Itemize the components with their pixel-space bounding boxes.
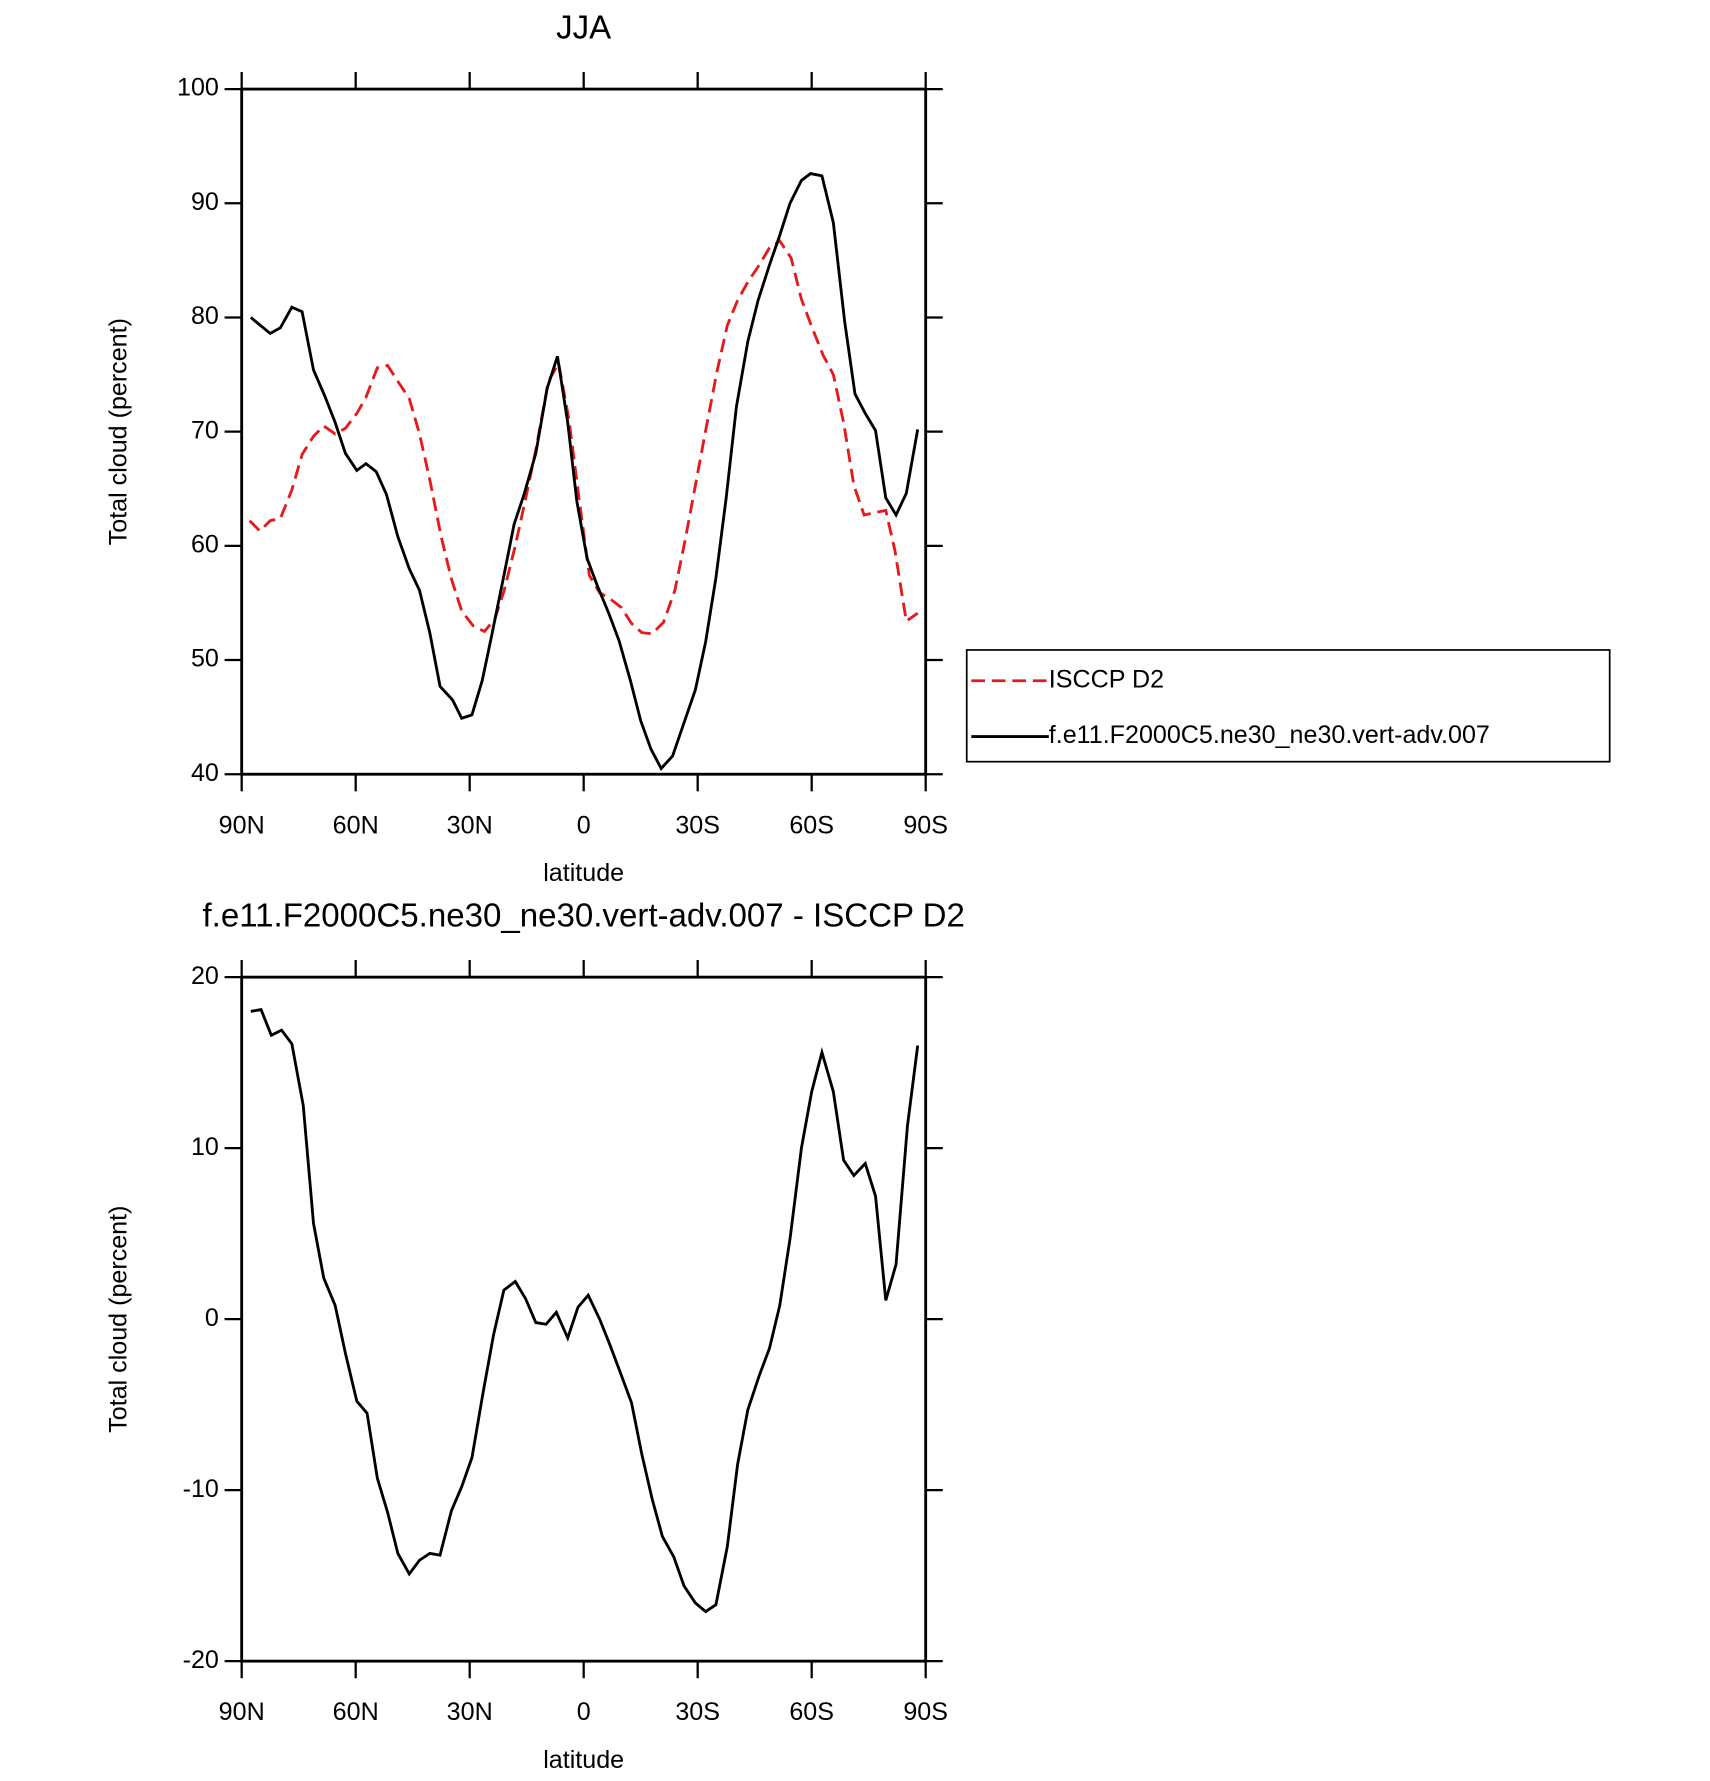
x-tick-label: 0 [577,811,591,839]
y-axis-label: Total cloud (percent) [104,1206,132,1433]
y-tick-label: 20 [191,962,219,990]
x-axis-label: latitude [543,1746,624,1774]
x-tick-label: 90S [903,1698,948,1726]
y-tick-label: -20 [183,1646,219,1674]
x-tick-label: 30N [447,1698,493,1726]
data-line [250,1008,920,1614]
x-tick-label: 90N [219,811,265,839]
y-tick-label: 90 [191,188,219,216]
y-tick-label: -10 [183,1475,219,1503]
legend-label: ISCCP D2 [1049,665,1164,693]
x-tick-label: 60S [789,811,834,839]
y-tick-label: 70 [191,416,219,444]
y-tick-label: 0 [205,1304,219,1332]
x-tick-label: 60N [333,1698,379,1726]
x-tick-label: 30S [675,1698,720,1726]
data-line [249,172,920,771]
x-tick-label: 30S [675,811,720,839]
plot-frame [240,87,928,776]
y-tick-label: 80 [191,302,219,330]
plot-frame [240,975,928,1663]
x-tick-label: 60N [333,811,379,839]
x-tick-label: 0 [577,1698,591,1726]
y-tick-label: 10 [191,1133,219,1161]
y-tick-label: 40 [191,759,219,787]
x-tick-label: 90S [903,811,948,839]
y-axis-label: Total cloud (percent) [104,318,132,545]
y-tick-label: 50 [191,645,219,673]
legend-label: f.e11.F2000C5.ne30_ne30.vert-adv.007 [1049,721,1490,749]
y-tick-label: 60 [191,530,219,558]
x-tick-label: 60S [789,1698,834,1726]
x-axis-label: latitude [543,859,624,887]
y-tick-label: 100 [177,74,219,102]
chart-title: f.e11.F2000C5.ne30_ne30.vert-adv.007 - I… [202,898,964,935]
chart-title: JJA [556,10,611,47]
legend-box [965,649,1611,763]
data-line [248,238,919,636]
x-tick-label: 30N [447,811,493,839]
x-tick-label: 90N [219,1698,265,1726]
